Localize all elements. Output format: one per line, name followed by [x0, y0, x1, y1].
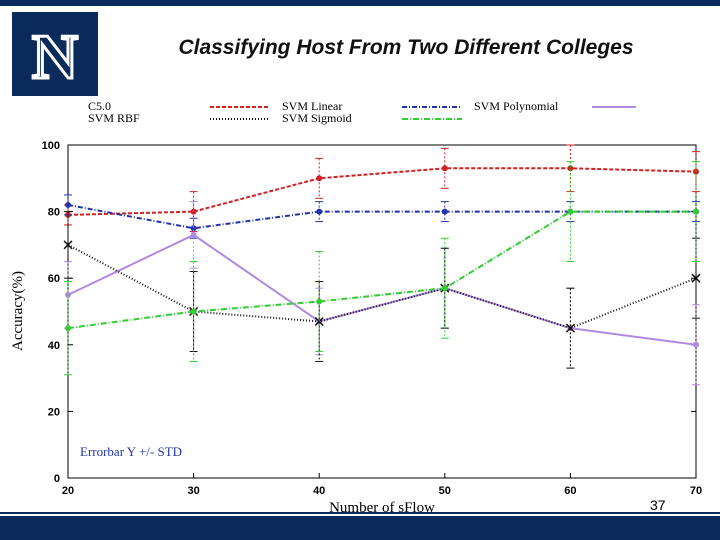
errorbar-annotation: Errorbar Y +/- STD	[80, 444, 182, 459]
x-tick-label: 50	[439, 485, 451, 497]
data-point	[316, 208, 323, 215]
y-tick-label: 100	[42, 140, 60, 152]
series-line-svm-sigmoid	[67, 210, 696, 330]
series-line-svm-polynomial	[67, 233, 697, 346]
x-tick-label: 70	[690, 485, 702, 497]
bottom-bar	[0, 516, 720, 540]
series-svm-rbf	[63, 211, 701, 369]
y-tick-label: 40	[48, 340, 60, 352]
legend-label-svm-rbf: SVM RBF	[88, 111, 140, 125]
x-tick-label: 20	[62, 485, 74, 497]
data-point	[691, 273, 701, 283]
series-c5-0	[64, 144, 700, 233]
legend-label-svm-sigmoid: SVM Sigmoid	[282, 111, 352, 125]
top-bar	[0, 0, 720, 6]
data-point	[316, 175, 323, 182]
series-svm-sigmoid	[64, 161, 700, 376]
data-point	[441, 165, 448, 172]
series-svm-polynomial	[64, 201, 700, 386]
x-tick-label: 60	[564, 485, 576, 497]
legend: C5.0 SVM Linear SVM Polynomial SVM RBF S…	[88, 99, 636, 125]
series-line-svm-linear	[67, 203, 696, 230]
data-point	[565, 323, 575, 333]
legend-label-svm-polynomial: SVM Polynomial	[474, 99, 559, 113]
legend-label-c50: C5.0	[88, 99, 111, 113]
series-layer	[63, 144, 701, 386]
footer-divider	[0, 512, 720, 514]
y-tick-label: 20	[48, 406, 60, 418]
x-tick-label: 40	[313, 485, 325, 497]
data-point	[567, 165, 574, 172]
slide-title: Classifying Host From Two Different Coll…	[178, 36, 634, 59]
data-point	[441, 208, 448, 215]
y-axis-label: Accuracy(%)	[10, 271, 26, 351]
data-point	[65, 325, 71, 332]
data-point	[693, 341, 699, 348]
logo-n-icon: N	[12, 12, 98, 96]
series-svm-linear	[64, 194, 700, 239]
data-point	[190, 231, 197, 238]
page-number: 37	[650, 497, 666, 513]
data-point	[693, 208, 699, 215]
logo-letter: N	[32, 21, 78, 92]
x-tick-label: 30	[187, 485, 199, 497]
legend-label-svm-linear: SVM Linear	[282, 99, 342, 113]
series-line-c5-0	[67, 167, 697, 216]
y-tick-label: 60	[48, 273, 60, 285]
y-tick-label: 0	[54, 473, 60, 485]
plot-frame	[67, 144, 697, 479]
data-point	[63, 240, 73, 250]
data-point	[441, 285, 448, 292]
data-point	[316, 298, 323, 305]
y-tick-label: 80	[48, 207, 60, 219]
series-line-svm-rbf	[67, 244, 697, 330]
data-point	[65, 201, 71, 208]
data-point	[190, 308, 197, 315]
university-logo: N	[12, 12, 98, 96]
data-point	[567, 208, 574, 215]
data-point	[190, 225, 197, 232]
